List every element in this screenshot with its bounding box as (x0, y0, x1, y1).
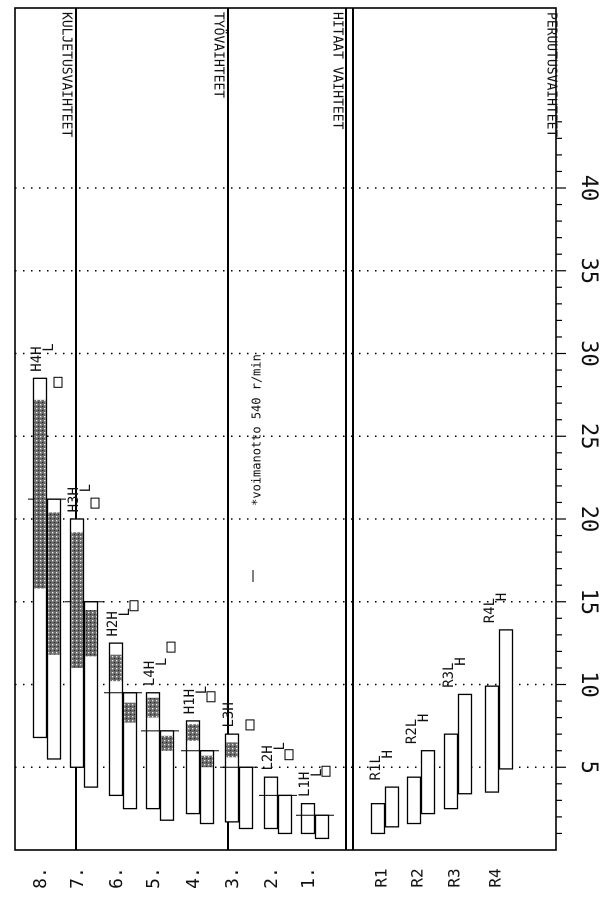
reverse-bar-high (420, 750, 436, 815)
max-marker (245, 719, 255, 731)
speed-bar-high (314, 814, 330, 840)
reverse-range-sub-label: H (380, 750, 396, 758)
speed-bar-high (277, 794, 293, 835)
range-label: H2H (105, 611, 121, 636)
reverse-bar-low (484, 685, 500, 793)
group-label-reverse: PERUUTUSVAIHTEET (544, 12, 559, 137)
gear-label-2: 7. (67, 867, 88, 889)
max-marker (129, 600, 139, 612)
range-label: L4H (142, 661, 158, 686)
chart-bars (28, 376, 514, 840)
annotation-pto: *voimanotto 540 r/min (250, 354, 264, 506)
group-label-slow: HITAAT VAIHTEET (330, 12, 345, 130)
range-label: L1H (297, 772, 313, 797)
speed-bar-high (238, 766, 254, 830)
speed-bar-low (263, 776, 279, 830)
shaded-band (201, 755, 213, 768)
gear-label-1: 8. (30, 867, 51, 889)
range-sub-label: L (272, 742, 288, 750)
axis-tick-label: 40 (576, 175, 601, 202)
speed-bar-low (300, 803, 316, 835)
reverse-gear-label: R3 (445, 868, 464, 887)
reverse-range-label: R4L (482, 598, 498, 623)
gear-label-6: 3. (222, 867, 243, 889)
reverse-range-sub-label: H (453, 657, 469, 665)
shaded-band (71, 532, 83, 668)
gear-label-7: 2. (261, 867, 282, 889)
axis-tick-label: 35 (576, 258, 601, 285)
shaded-band (48, 512, 60, 655)
range-sub-label: L (117, 608, 133, 616)
group-label-work: TYÖVAIHTEET (211, 12, 228, 98)
reverse-bar-low (406, 776, 422, 825)
range-sub-label: L (154, 658, 170, 666)
axis-tick-label: 25 (576, 423, 601, 450)
reverse-bar-high (457, 693, 473, 795)
shaded-band (161, 735, 173, 751)
speed-bar-low (185, 720, 201, 815)
axis-tick-label: 30 (576, 340, 601, 367)
reverse-range-label: R1L (368, 755, 384, 780)
range-sub-label: L (309, 769, 325, 777)
reverse-bar-low (443, 733, 459, 810)
range-label: H1H (182, 689, 198, 714)
shaded-band (226, 742, 238, 758)
gear-label-8: 1. (298, 867, 319, 889)
axis-tick-label: 20 (576, 506, 601, 533)
reverse-range-sub-label: H (416, 714, 432, 722)
shaded-band (85, 610, 97, 657)
reverse-gear-label: R4 (486, 868, 505, 887)
reverse-bar-high (498, 629, 514, 770)
plot-border (14, 7, 557, 851)
shaded-band (187, 724, 199, 741)
chart-grid (15, 121, 566, 835)
gear-label-3: 6. (106, 867, 127, 889)
gear-label-5: 4. (183, 867, 204, 889)
max-marker (206, 691, 216, 703)
range-label: H4H (29, 346, 45, 371)
axis-tick-label: 5 (576, 761, 601, 774)
max-marker (53, 376, 63, 388)
reverse-gear-label: R1 (372, 868, 391, 887)
max-marker (90, 497, 100, 509)
range-sub-label: L (194, 686, 210, 694)
range-label: L2H (260, 745, 276, 770)
shaded-band (124, 702, 136, 723)
reverse-gear-label: R2 (408, 868, 427, 887)
reverse-range-label: R3L (441, 663, 457, 688)
range-sub-label: L (41, 343, 57, 351)
reverse-range-sub-label: H (494, 593, 510, 601)
reverse-bar-low (370, 803, 386, 835)
max-marker (321, 765, 331, 777)
chart-labels: 5 10 15 20 25 30 35 40 KULJETUSVAIHTEET TYÖVAIHTE… (29, 12, 601, 889)
shaded-band (110, 654, 122, 682)
reverse-bar-high (384, 786, 400, 828)
reverse-range-label: R2L (404, 719, 420, 744)
shaded-band (34, 399, 46, 589)
speed-bar-low (145, 692, 161, 810)
range-label: L3H (221, 702, 237, 727)
group-label-transport: KULJETUSVAIHTEET (59, 12, 74, 137)
shaded-band (147, 697, 159, 718)
axis-tick-label: 10 (576, 671, 601, 698)
max-marker (284, 749, 294, 761)
gear-label-4: 5. (143, 867, 164, 889)
max-marker (166, 641, 176, 653)
range-label: H3H (66, 487, 82, 512)
axis-tick-label: 15 (576, 589, 601, 616)
range-sub-label: L (78, 484, 94, 492)
